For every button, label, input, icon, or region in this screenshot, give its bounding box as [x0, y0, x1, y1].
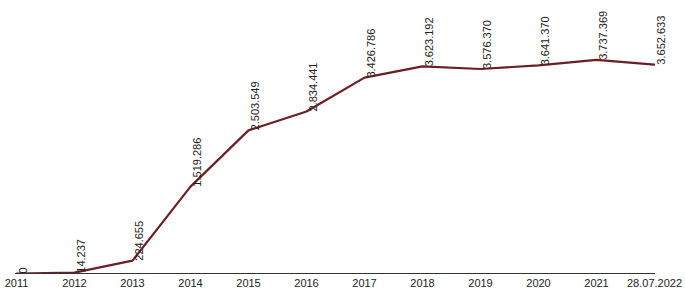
svg-text:0: 0: [17, 267, 29, 273]
svg-text:2021: 2021: [584, 277, 608, 289]
svg-text:2017: 2017: [352, 277, 376, 289]
svg-text:2.834.441: 2.834.441: [307, 63, 319, 112]
svg-text:2011: 2011: [5, 277, 29, 289]
svg-text:2020: 2020: [526, 277, 550, 289]
svg-text:2012: 2012: [62, 277, 86, 289]
svg-text:28.07.2022: 28.07.2022: [627, 277, 682, 289]
svg-text:3.426.786: 3.426.786: [365, 29, 377, 78]
svg-text:3.737.369: 3.737.369: [597, 11, 609, 60]
svg-text:3.623.192: 3.623.192: [423, 17, 435, 66]
svg-text:3.641.370: 3.641.370: [539, 16, 551, 65]
svg-text:14.237: 14.237: [75, 239, 87, 273]
svg-text:2014: 2014: [178, 277, 202, 289]
svg-text:2016: 2016: [294, 277, 318, 289]
svg-text:2018: 2018: [410, 277, 434, 289]
svg-text:3.576.370: 3.576.370: [481, 20, 493, 69]
svg-text:2.503.549: 2.503.549: [249, 81, 261, 130]
svg-text:2013: 2013: [120, 277, 144, 289]
svg-text:2019: 2019: [468, 277, 492, 289]
svg-text:2015: 2015: [236, 277, 260, 289]
svg-text:1.519.286: 1.519.286: [191, 138, 203, 187]
svg-text:224.655: 224.655: [133, 221, 145, 261]
svg-text:3.652.633: 3.652.633: [655, 16, 667, 65]
